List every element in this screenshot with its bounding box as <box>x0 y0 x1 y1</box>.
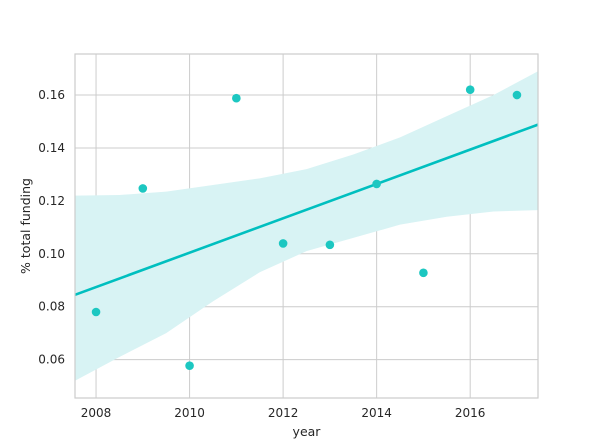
data-point <box>232 93 241 103</box>
data-point <box>138 184 148 193</box>
axes-frame <box>74 53 539 399</box>
data-point <box>325 240 335 250</box>
x-tick-label: 2014 <box>361 406 392 420</box>
y-tick-label: 0.14 <box>38 141 65 155</box>
data-point <box>278 239 288 248</box>
data-point <box>512 90 522 100</box>
regression-line <box>74 123 539 297</box>
y-tick-label: 0.08 <box>38 300 65 314</box>
y-tick-label: 0.10 <box>38 247 65 261</box>
y-tick-label: 0.06 <box>38 353 65 367</box>
data-point <box>465 85 475 95</box>
data-point <box>91 307 101 317</box>
x-tick-label: 2012 <box>268 406 299 420</box>
y-axis-label: % total funding <box>18 178 33 274</box>
data-point <box>419 268 428 278</box>
x-tick-label: 2010 <box>174 406 205 420</box>
confidence-band <box>75 71 538 381</box>
x-axis-label: year <box>293 424 322 439</box>
data-point <box>372 179 381 189</box>
y-tick-label: 0.12 <box>38 194 65 208</box>
plot-area: 2008 2010 2012 2014 2016 0.06 0.08 0.10 0.12 0.14… <box>38 53 539 420</box>
y-tick-label: 0.16 <box>38 88 65 102</box>
x-tick-label: 2016 <box>455 406 486 420</box>
x-tick-label: 2008 <box>81 406 112 420</box>
data-point <box>185 361 194 371</box>
